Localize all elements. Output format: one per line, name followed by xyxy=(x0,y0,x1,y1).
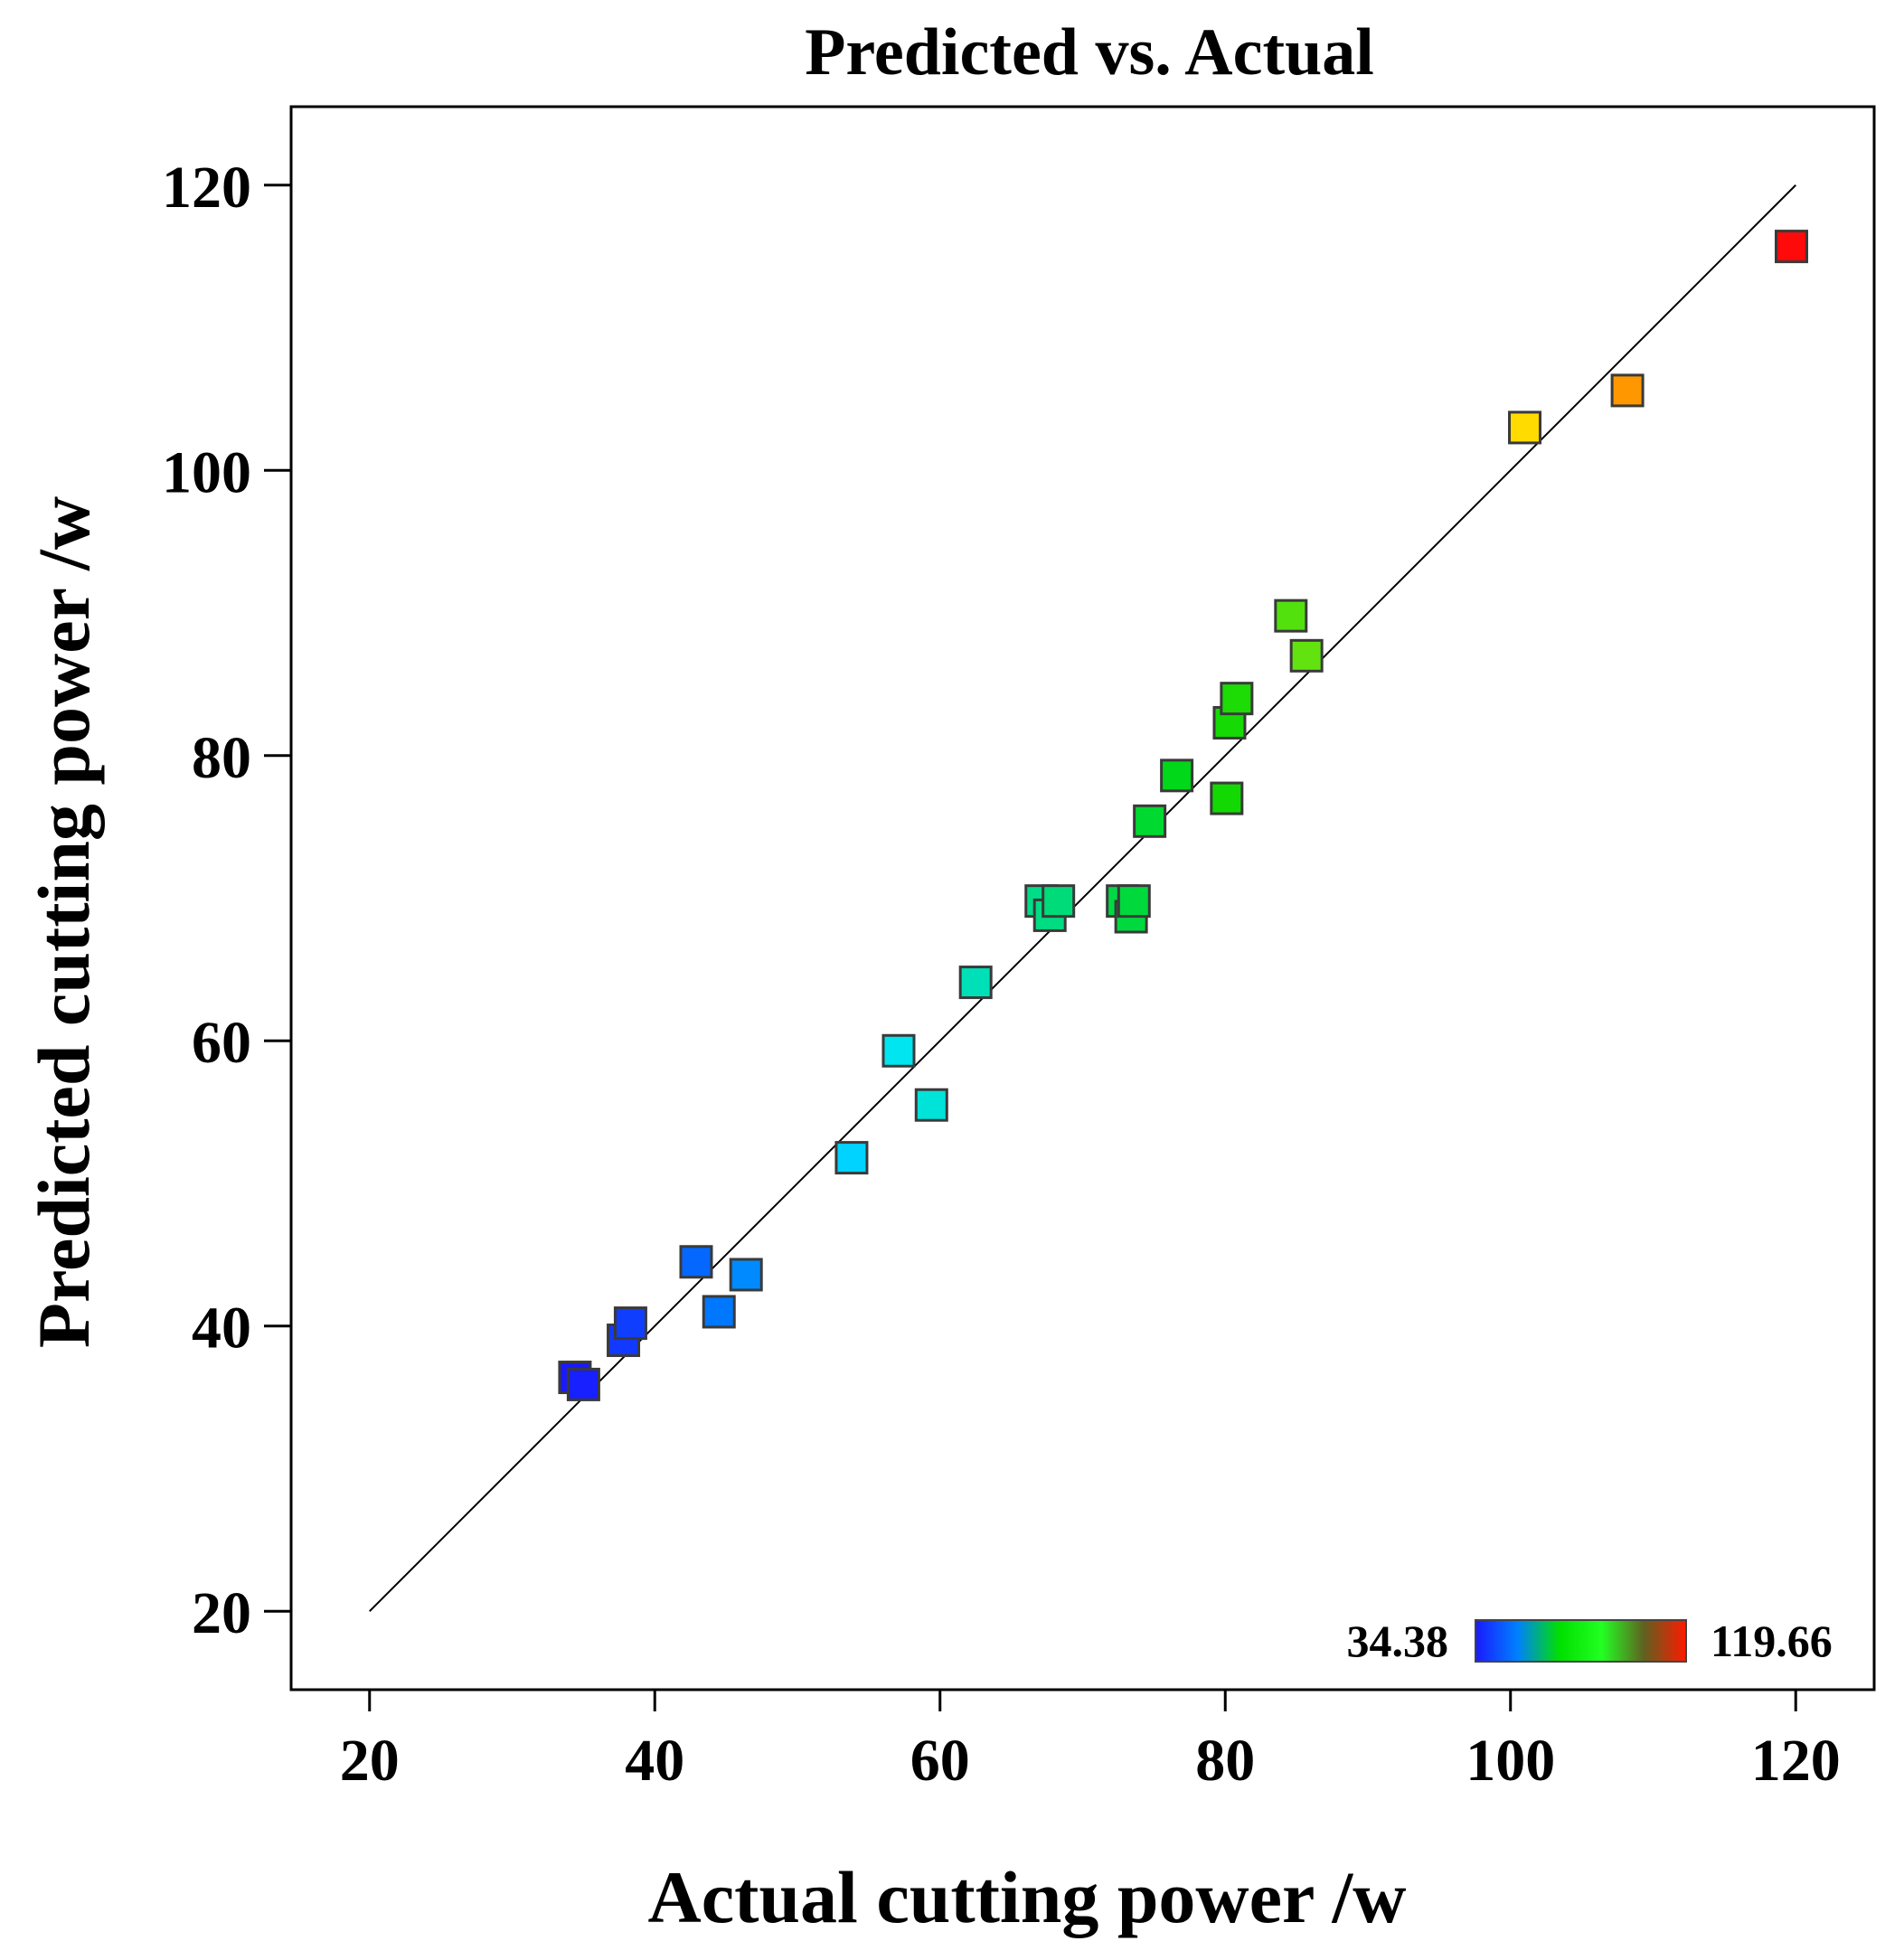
y-axis-label: Predicted cutting power /w xyxy=(23,496,105,1348)
data-point xyxy=(702,1295,736,1329)
data-point xyxy=(834,1141,869,1175)
colorbar-min-label: 34.38 xyxy=(1347,1616,1449,1666)
data-point xyxy=(566,1367,600,1401)
data-point xyxy=(1042,884,1076,919)
y-tick-label: 100 xyxy=(162,439,251,505)
x-tick-label: 80 xyxy=(1195,1728,1255,1794)
data-point xyxy=(914,1088,948,1122)
y-tick-label: 120 xyxy=(162,155,251,221)
y-tick-label: 40 xyxy=(192,1296,251,1362)
x-tick-label: 20 xyxy=(340,1728,400,1794)
data-point xyxy=(1160,759,1194,793)
y-tick-label: 20 xyxy=(192,1580,251,1646)
y-tick-label: 80 xyxy=(192,725,251,791)
data-point xyxy=(729,1258,763,1292)
x-tick-label: 40 xyxy=(625,1728,684,1794)
data-point xyxy=(1610,373,1645,408)
colorbar-max-label: 119.66 xyxy=(1711,1616,1833,1666)
data-point xyxy=(1210,781,1244,815)
data-point xyxy=(958,966,993,1000)
x-tick-label: 60 xyxy=(910,1728,970,1794)
colorbar-legend: 34.38 119.66 xyxy=(1347,1616,1833,1666)
data-points xyxy=(558,230,1809,1401)
x-tick-label: 100 xyxy=(1466,1728,1555,1794)
data-point xyxy=(881,1033,916,1068)
axis-ticks: 20 40 60 80 100 120 20 40 60 80 100 120 xyxy=(162,155,1841,1794)
data-point xyxy=(1775,230,1809,264)
colorbar-gradient xyxy=(1475,1619,1687,1663)
data-point xyxy=(1508,410,1542,445)
data-point xyxy=(1117,884,1151,919)
data-point xyxy=(679,1245,713,1279)
reference-line xyxy=(369,184,1796,1612)
x-tick-label: 120 xyxy=(1751,1728,1841,1794)
x-axis-label: Actual cutting power /w xyxy=(648,1856,1407,1938)
data-point xyxy=(613,1306,647,1341)
y-tick-label: 60 xyxy=(192,1010,251,1076)
data-point xyxy=(1289,638,1324,673)
data-point xyxy=(1274,598,1308,633)
chart-title: Predicted vs. Actual xyxy=(805,15,1374,90)
data-point xyxy=(1133,804,1167,838)
data-point xyxy=(1220,682,1254,716)
